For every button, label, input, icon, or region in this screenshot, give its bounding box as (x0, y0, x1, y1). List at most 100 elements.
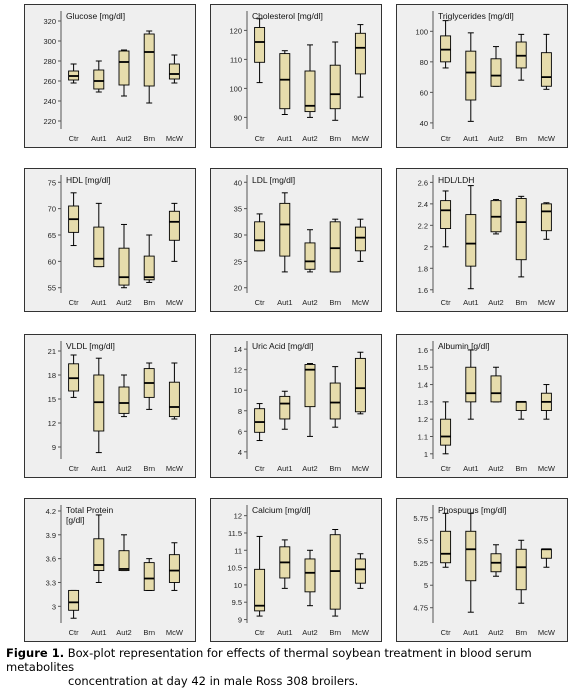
box-aut2 (304, 229, 316, 273)
boxplot-panel: 55 60 65 70 75 HDL [mg/dl] Ctr Aut1 Aut2 Brn McW (24, 168, 196, 312)
x-tick-label: Aut2 (302, 464, 317, 473)
box-ctr (254, 535, 266, 617)
y-tick-label: 6 (238, 427, 242, 436)
y-tick-label: 260 (43, 77, 56, 86)
iqr-box (465, 50, 477, 101)
box-aut2 (118, 534, 130, 572)
box-brn (329, 218, 341, 273)
iqr-box (168, 381, 180, 418)
iqr-box (168, 210, 180, 241)
boxplot-svg: 3 3.3 3.6 3.9 4.2 Total Protein[g/dl] Ctr Aut1 A… (46, 505, 184, 637)
y-tick-label: 240 (43, 97, 56, 106)
x-tick-label: Aut2 (116, 628, 131, 637)
caption-text-2: concentration at day 42 in male Ross 308… (68, 674, 359, 688)
iqr-box (254, 27, 266, 63)
y-tick-label: 80 (420, 58, 428, 67)
box-aut1 (465, 32, 477, 122)
x-tick-label: Brn (515, 298, 527, 307)
y-tick-label: 110 (230, 55, 242, 64)
boxplot-panel: 4 6 8 10 12 14 Uric Acid [mg/dl] Ctr Aut1 Aut2 Brn… (210, 334, 382, 478)
x-tick-label: Aut2 (488, 298, 503, 307)
iqr-box (168, 63, 180, 80)
iqr-box (254, 408, 266, 433)
x-tick-label: McW (166, 298, 184, 307)
iqr-box (354, 357, 366, 413)
x-tick-label: Ctr (255, 464, 266, 473)
iqr-box (354, 32, 366, 75)
box-mcw (168, 362, 180, 420)
x-tick-label: Aut2 (116, 134, 131, 143)
box-aut2 (304, 44, 316, 118)
x-tick-label: Aut1 (463, 134, 478, 143)
box-brn (143, 30, 155, 104)
x-tick-label: Aut1 (91, 628, 106, 637)
panel-title: Cholesterol [mg/dl] (252, 11, 323, 21)
y-tick-label: 14 (234, 345, 242, 354)
x-tick-label: Brn (143, 134, 155, 143)
y-tick-label: 4 (238, 448, 242, 457)
x-tick-label: McW (166, 628, 184, 637)
box-mcw (168, 542, 180, 591)
x-tick-label: Aut1 (463, 628, 478, 637)
boxplot-svg: 20 25 30 35 40 LDL [mg/dl] Ctr Aut1 Aut2 Brn McW (234, 175, 370, 307)
box-brn (515, 195, 527, 278)
x-tick-label: Aut1 (277, 298, 292, 307)
iqr-box (540, 52, 552, 87)
y-tick-label: 5.75 (413, 514, 428, 523)
x-tick-label: Brn (515, 134, 527, 143)
iqr-box (540, 203, 552, 232)
box-ctr (254, 213, 266, 252)
iqr-box (254, 568, 266, 612)
x-tick-label: McW (352, 134, 370, 143)
panel-title: HDL [mg/dl] (66, 175, 111, 185)
y-tick-label: 30 (234, 231, 242, 240)
box-aut2 (118, 49, 130, 97)
y-tick-label: 60 (420, 88, 428, 97)
boxplot-panel: 3 3.3 3.6 3.9 4.2 Total Protein [g/dl] Ctr Aut1 A… (24, 498, 196, 642)
y-tick-label: 15 (48, 395, 56, 404)
x-tick-label: Brn (329, 628, 341, 637)
box-brn (515, 539, 527, 604)
boxplot-svg: 40 60 80 100 Triglycerides [mg/dl] Ctr Aut1 Aut… (415, 11, 556, 143)
x-tick-label: McW (538, 628, 556, 637)
boxplot-panel: 1.6 1.8 2 2.2 2.4 2.6 HDL/LDH Ctr Aut1 Aut2 Brn McW (396, 168, 568, 312)
x-tick-label: Brn (329, 134, 341, 143)
iqr-box (118, 550, 130, 572)
x-tick-label: McW (538, 298, 556, 307)
y-tick-label: 1.4 (418, 381, 428, 390)
box-ctr (440, 401, 452, 455)
x-tick-label: Aut2 (116, 464, 131, 473)
iqr-box (93, 226, 105, 268)
panel-title: Glucose [mg/dl] (66, 11, 125, 21)
y-tick-label: 21 (48, 347, 56, 356)
boxplot-svg: 4.75 5 5.25 5.5 5.75 Phospurus [mg/dl] Ctr Aut1… (413, 505, 556, 637)
boxplot-panel: 40 60 80 100 Triglycerides [mg/dl] Ctr Aut1 Aut… (396, 4, 568, 148)
boxplot-panel: 1 1.1 1.2 1.3 1.4 1.5 1.6 Albumin [g/dl] Ctr Aut1… (396, 334, 568, 478)
x-tick-label: Brn (515, 464, 527, 473)
box-brn (329, 41, 341, 121)
box-mcw (540, 202, 552, 240)
box-ctr (68, 354, 80, 398)
box-ctr (440, 20, 452, 69)
boxplot-panel: 220 240 260 280 300 320 Glucose [mg/dl] Ctr Aut1… (24, 4, 196, 148)
box-aut1 (279, 50, 291, 115)
box-aut1 (465, 185, 477, 290)
box-brn (329, 366, 341, 428)
y-tick-label: 1.6 (418, 346, 428, 355)
x-tick-label: Aut1 (91, 298, 106, 307)
x-tick-label: Aut1 (277, 464, 292, 473)
x-tick-label: Ctr (255, 134, 266, 143)
y-tick-label: 5 (424, 581, 428, 590)
x-tick-label: Aut1 (277, 628, 292, 637)
iqr-box (68, 589, 80, 611)
y-tick-label: 2 (424, 243, 428, 252)
x-tick-label: Aut2 (302, 628, 317, 637)
caption-label: Figure 1. (6, 646, 65, 660)
x-tick-label: Aut1 (463, 464, 478, 473)
x-tick-label: Ctr (441, 464, 452, 473)
y-tick-label: 1.2 (418, 415, 428, 424)
boxplot-svg: 1.6 1.8 2 2.2 2.4 2.6 HDL/LDH Ctr Aut1 Aut2 Brn McW (418, 175, 556, 307)
y-tick-label: 120 (229, 26, 242, 35)
box-aut2 (490, 199, 502, 235)
boxplot-svg: 9 9.5 10 10.5 11 11.5 12 Calcium [mg/dl] Ctr Aut1… (227, 505, 370, 637)
